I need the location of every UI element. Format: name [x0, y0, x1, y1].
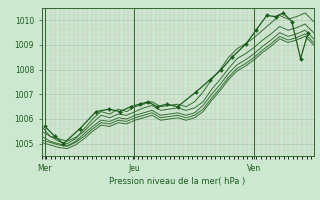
X-axis label: Pression niveau de la mer( hPa ): Pression niveau de la mer( hPa )	[109, 177, 246, 186]
